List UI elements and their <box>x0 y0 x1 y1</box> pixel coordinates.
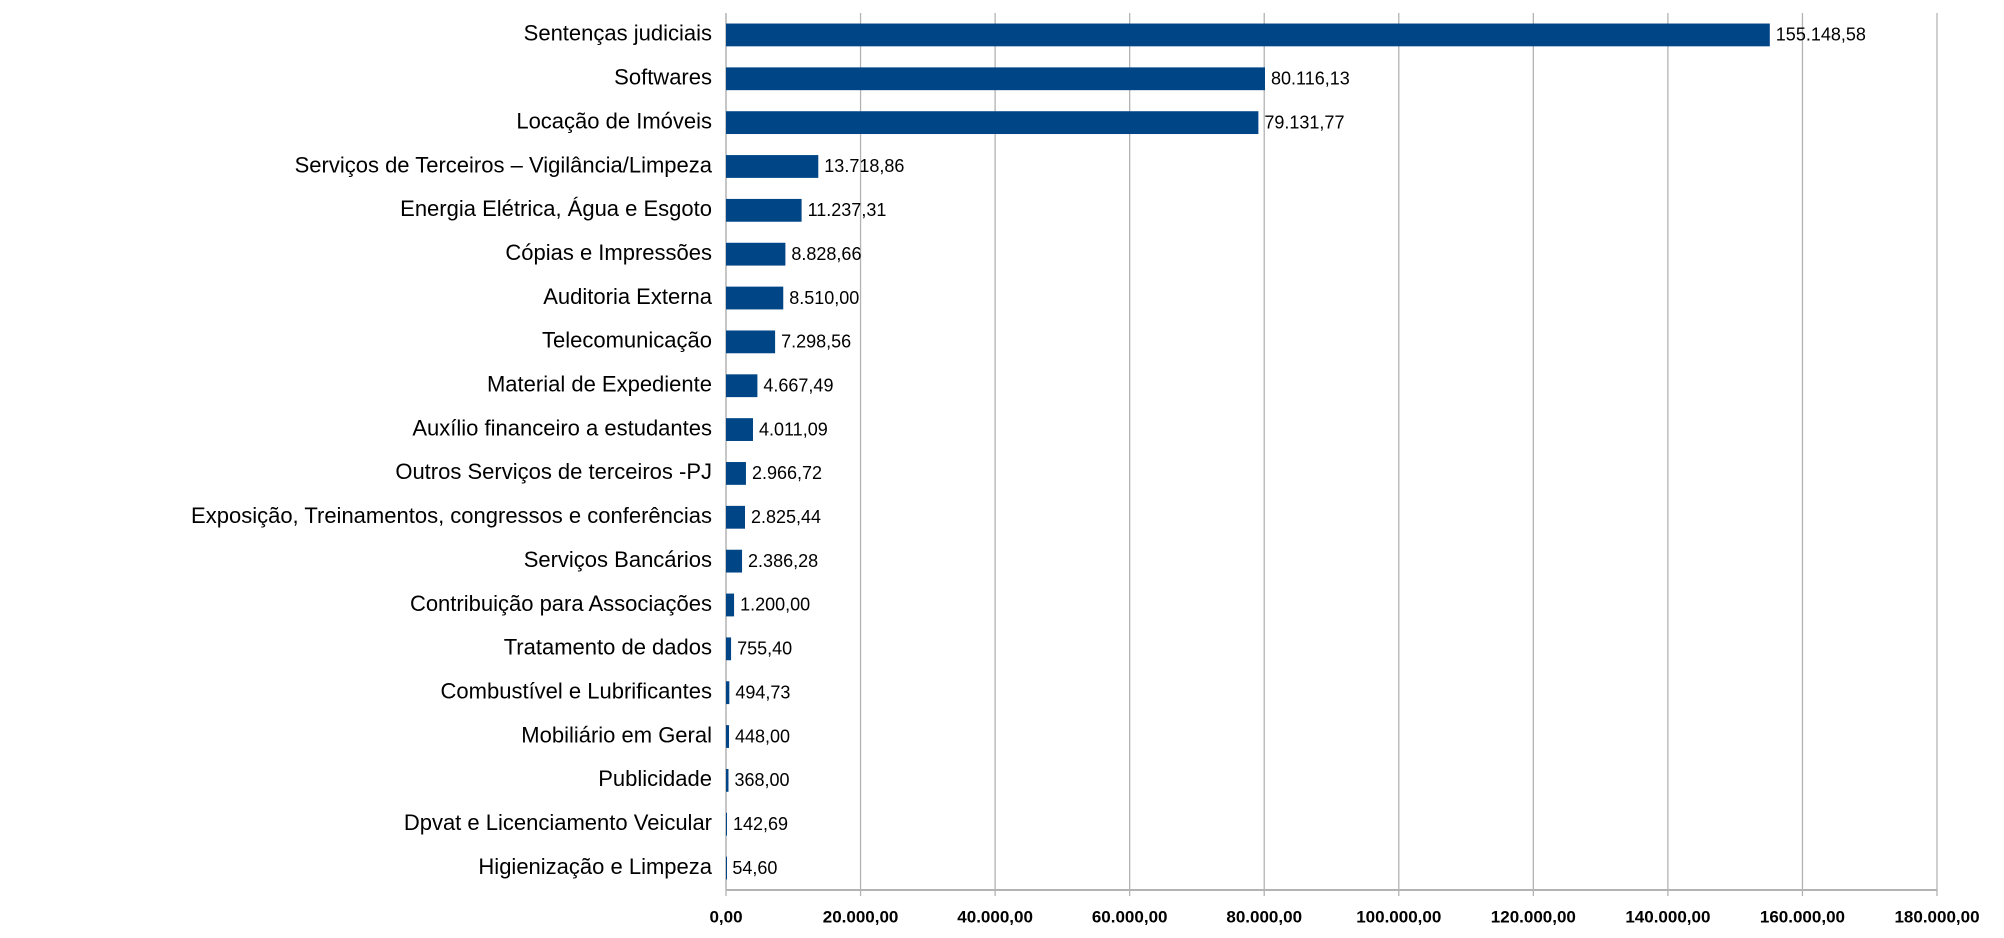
bar <box>726 637 732 661</box>
x-tick-label: 80.000,00 <box>1226 907 1302 926</box>
bar <box>726 330 776 354</box>
value-label: 2.966,72 <box>752 463 822 483</box>
value-label: 755,40 <box>737 639 792 659</box>
bar <box>726 462 746 485</box>
value-label: 8.828,66 <box>791 244 861 264</box>
y-tick-label: Contribuição para Associações <box>410 591 712 616</box>
y-tick-label: Exposição, Treinamentos, congressos e co… <box>191 503 712 528</box>
y-tick-label: Locação de Imóveis <box>516 108 712 133</box>
y-tick-label: Serviços de Terceiros – Vigilância/Limpe… <box>295 152 713 177</box>
y-tick-label: Cópias e Impressões <box>505 240 712 265</box>
value-label: 7.298,56 <box>781 332 851 352</box>
value-label: 2.386,28 <box>748 551 818 571</box>
y-tick-label: Higienização e Limpeza <box>478 854 712 879</box>
x-tick-label: 40.000,00 <box>957 907 1033 926</box>
y-tick-label: Auxílio financeiro a estudantes <box>412 415 712 440</box>
y-tick-label: Telecomunicação <box>542 328 712 353</box>
bar <box>726 505 746 529</box>
y-tick-label: Publicidade <box>598 766 712 791</box>
y-tick-label: Serviços Bancários <box>524 547 712 572</box>
value-label: 8.510,00 <box>789 288 859 308</box>
bar <box>726 242 786 266</box>
bar <box>726 198 802 222</box>
value-label: 142,69 <box>733 814 788 834</box>
value-label: 54,60 <box>732 858 777 878</box>
value-label: 80.116,13 <box>1271 69 1350 89</box>
bar <box>726 681 730 705</box>
y-tick-label: Material de Expediente <box>487 372 712 397</box>
x-tick-label: 180.000,00 <box>1894 907 1979 926</box>
bar <box>726 155 819 178</box>
value-label: 4.667,49 <box>763 375 833 395</box>
bar <box>726 418 753 441</box>
x-tick-label: 0,00 <box>709 907 742 926</box>
y-tick-label: Sentenças judiciais <box>524 21 712 46</box>
bar <box>726 286 784 310</box>
value-label: 494,73 <box>735 682 790 702</box>
y-tick-label: Auditoria Externa <box>543 284 713 309</box>
y-tick-label: Energia Elétrica, Água e Esgoto <box>400 196 712 221</box>
y-tick-label: Outros Serviços de terceiros -PJ <box>395 459 712 484</box>
value-label: 79.131,77 <box>1264 112 1344 132</box>
value-label: 1.200,00 <box>740 595 810 615</box>
y-tick-label: Softwares <box>614 65 712 90</box>
value-label: 2.825,44 <box>751 507 821 527</box>
x-tick-label: 120.000,00 <box>1491 907 1576 926</box>
bar <box>726 374 758 398</box>
value-label: 4.011,09 <box>759 419 828 439</box>
x-tick-label: 140.000,00 <box>1625 907 1710 926</box>
bar <box>726 593 735 617</box>
bar <box>726 768 729 792</box>
bar <box>726 725 730 748</box>
x-tick-label: 20.000,00 <box>823 907 899 926</box>
y-tick-label: Mobiliário em Geral <box>521 722 712 747</box>
value-label: 155.148,58 <box>1776 25 1866 45</box>
x-tick-label: 100.000,00 <box>1356 907 1441 926</box>
x-tick-label: 160.000,00 <box>1760 907 1845 926</box>
bar <box>726 23 1770 47</box>
y-tick-label: Combustível e Lubrificantes <box>441 678 712 703</box>
value-label: 448,00 <box>735 726 790 746</box>
bar <box>726 812 727 836</box>
bar <box>726 856 727 880</box>
bar <box>726 549 743 573</box>
value-label: 11.237,31 <box>808 200 887 220</box>
y-tick-label: Tratamento de dados <box>504 635 712 660</box>
x-tick-label: 60.000,00 <box>1092 907 1168 926</box>
bar <box>726 111 1259 135</box>
bar <box>726 67 1266 91</box>
y-tick-label: Dpvat e Licenciamento Veicular <box>404 810 712 835</box>
value-label: 368,00 <box>734 770 789 790</box>
value-label: 13.718,86 <box>824 156 904 176</box>
